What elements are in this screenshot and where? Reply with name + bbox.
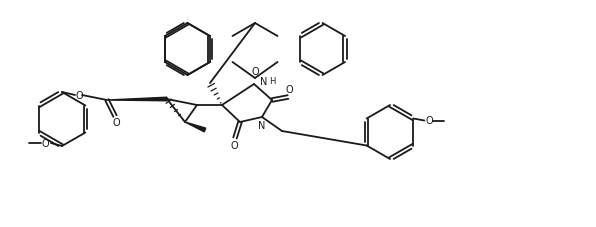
Text: O: O <box>251 67 259 77</box>
Text: O: O <box>426 116 433 126</box>
Text: N: N <box>258 121 266 131</box>
Text: O: O <box>75 91 83 101</box>
Text: O: O <box>285 85 293 95</box>
Text: O: O <box>230 140 238 150</box>
Text: H: H <box>269 77 275 86</box>
Text: N: N <box>260 77 268 87</box>
Text: O: O <box>112 118 120 127</box>
Text: O: O <box>41 138 49 148</box>
Polygon shape <box>185 122 206 132</box>
Polygon shape <box>107 98 167 101</box>
